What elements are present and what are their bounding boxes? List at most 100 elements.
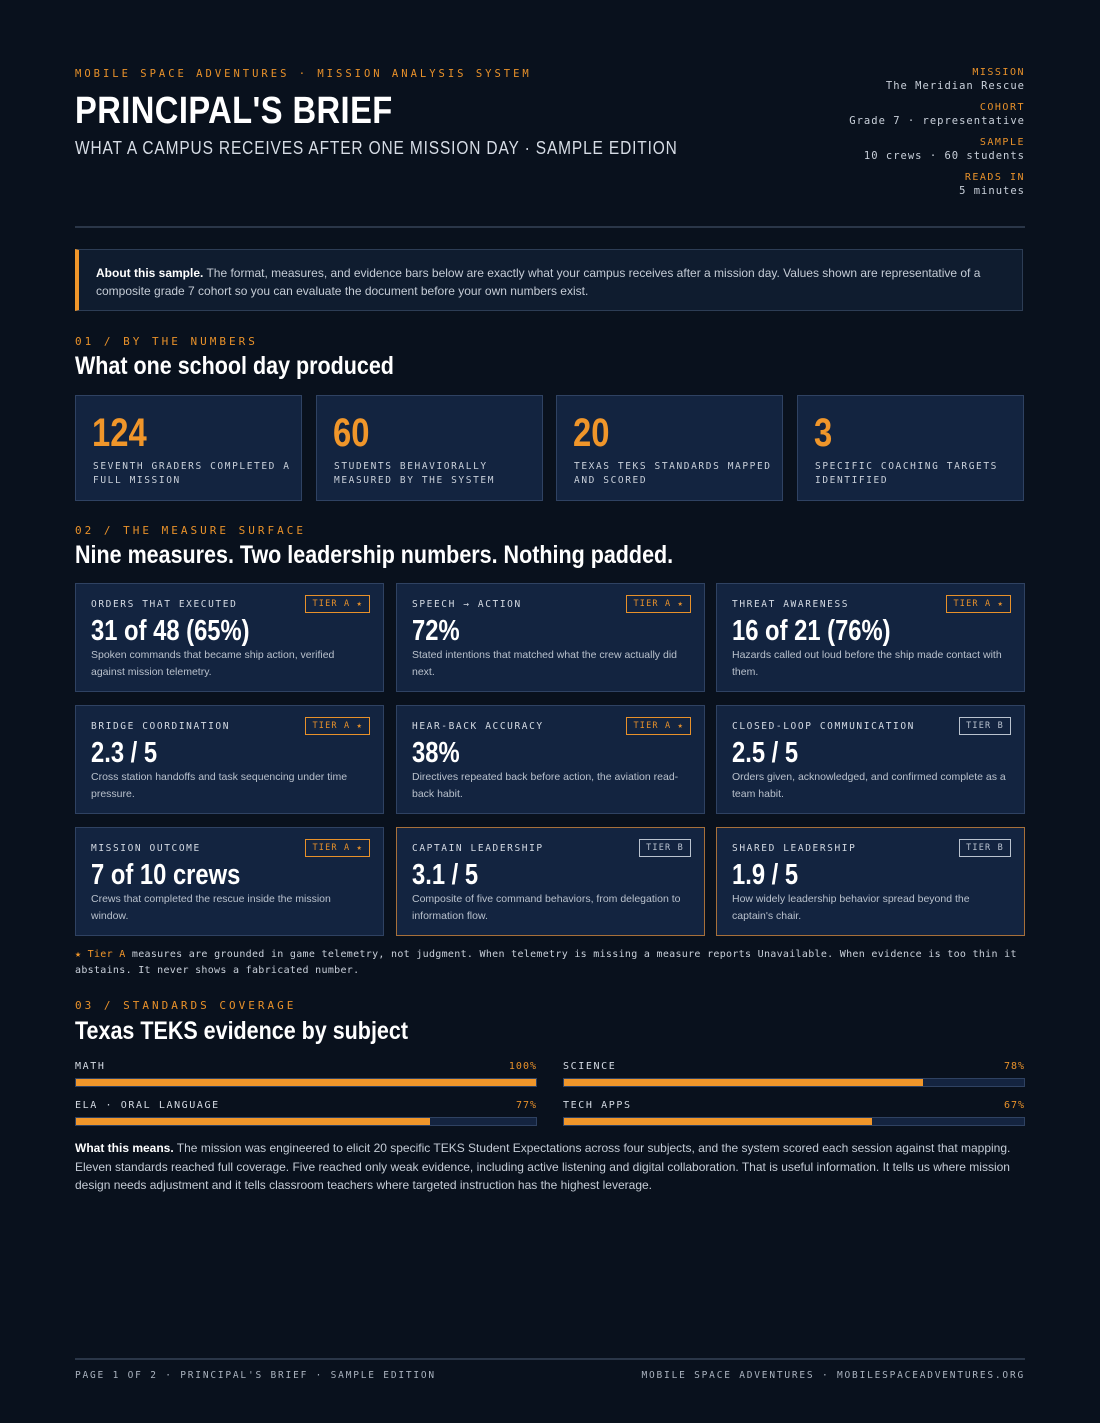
measure-label: SHARED LEADERSHIP: [732, 843, 857, 854]
bar-track: [563, 1117, 1025, 1126]
section1-title: What one school day produced: [75, 352, 394, 380]
measure-card-shared-leadership: SHARED LEADERSHIP TIER B 1.9 / 5 How wid…: [716, 827, 1025, 936]
means-text: The mission was engineered to elicit 20 …: [75, 1141, 1011, 1192]
measure-description: Stated intentions that matched what the …: [412, 649, 677, 678]
tier-badge: TIER B: [959, 839, 1011, 857]
bar-percent: 100%: [508, 1061, 537, 1072]
measure-value: 72%: [412, 615, 460, 647]
measure-label: CLOSED-LOOP COMMUNICATION: [732, 721, 915, 732]
measure-description: Orders given, acknowledged, and confirme…: [732, 771, 1006, 800]
tier-badge: TIER B: [959, 717, 1011, 735]
tier-footnote: ★ Tier A measures are grounded in game t…: [75, 947, 1025, 978]
section1-kicker: 01 / BY THE NUMBERS: [75, 335, 258, 348]
measure-description: Composite of five command behaviors, fro…: [412, 893, 681, 922]
header-divider: [75, 226, 1025, 228]
bar-percent: 77%: [515, 1100, 537, 1111]
bar-label: SCIENCE: [563, 1061, 617, 1072]
section3-kicker: 03 / STANDARDS COVERAGE: [75, 999, 297, 1012]
tier-badge: TIER A ★: [946, 595, 1011, 613]
about-text: The format, measures, and evidence bars …: [96, 266, 981, 298]
measure-description: How widely leadership behavior spread be…: [732, 893, 970, 922]
what-this-means: What this means. The mission was enginee…: [75, 1139, 1025, 1195]
meta-mission-label: MISSION: [972, 67, 1025, 78]
measure-card-speech-action: SPEECH → ACTION TIER A ★ 72% Stated inte…: [396, 583, 705, 692]
bar-fill: [76, 1118, 431, 1125]
stat-label: STUDENTS BEHAVIORALLY MEASURED BY THE SY…: [334, 461, 496, 486]
stat-card: 60 STUDENTS BEHAVIORALLY MEASURED BY THE…: [316, 395, 543, 501]
bar-percent: 78%: [1003, 1061, 1025, 1072]
measure-value: 2.3 / 5: [91, 737, 158, 769]
footer-left: PAGE 1 OF 2 · PRINCIPAL'S BRIEF · SAMPLE…: [75, 1370, 436, 1381]
bar-fill: [76, 1079, 536, 1086]
bar-track: [563, 1078, 1025, 1087]
about-callout: About this sample. The format, measures,…: [75, 249, 1023, 311]
measure-card-threat-awareness: THREAT AWARENESS TIER A ★ 16 of 21 (76%)…: [716, 583, 1025, 692]
stat-value: 20: [573, 411, 610, 455]
stat-card: 124 SEVENTH GRADERS COMPLETED A FULL MIS…: [75, 395, 302, 501]
stat-value: 124: [92, 411, 147, 455]
meta-reads-value: 5 minutes: [959, 185, 1025, 197]
stat-label: TEXAS TEKS STANDARDS MAPPED AND SCORED: [574, 461, 772, 486]
measure-label: MISSION OUTCOME: [91, 843, 201, 854]
stat-value: 60: [333, 411, 370, 455]
means-lead: What this means.: [75, 1141, 174, 1155]
measure-label: HEAR-BACK ACCURACY: [412, 721, 544, 732]
meta-mission-value: The Meridian Rescue: [885, 80, 1025, 92]
measure-label: BRIDGE COORDINATION: [91, 721, 231, 732]
footnote-lead: ★ Tier A: [75, 949, 126, 960]
bar-fill: [564, 1118, 873, 1125]
measure-card-mission-outcome: MISSION OUTCOME TIER A ★ 7 of 10 crews C…: [75, 827, 384, 936]
measure-card-hear-back: HEAR-BACK ACCURACY TIER A ★ 38% Directiv…: [396, 705, 705, 814]
measure-value: 1.9 / 5: [732, 859, 799, 891]
bar-label: TECH APPS: [563, 1100, 632, 1111]
principals-brief-page: MOBILE SPACE ADVENTURES · MISSION ANALYS…: [75, 0, 1025, 1423]
header-kicker: MOBILE SPACE ADVENTURES · MISSION ANALYS…: [75, 68, 532, 80]
meta-cohort-value: Grade 7 · representative: [849, 115, 1025, 127]
stat-label: SEVENTH GRADERS COMPLETED A FULL MISSION: [93, 461, 291, 486]
bar-label: ELA · ORAL LANGUAGE: [75, 1100, 220, 1111]
page-title: PRINCIPAL'S BRIEF: [75, 90, 393, 132]
footer-right: MOBILE SPACE ADVENTURES · MOBILESPACEADV…: [641, 1370, 1025, 1381]
footnote-text: measures are grounded in game telemetry,…: [75, 949, 1017, 976]
bar-track: [75, 1117, 537, 1126]
measure-label: SPEECH → ACTION: [412, 599, 522, 610]
measure-label: THREAT AWARENESS: [732, 599, 850, 610]
meta-sample-value: 10 crews · 60 students: [863, 150, 1025, 162]
tier-badge: TIER A ★: [626, 595, 691, 613]
measure-card-closed-loop: CLOSED-LOOP COMMUNICATION TIER B 2.5 / 5…: [716, 705, 1025, 814]
measure-description: Directives repeated back before action, …: [412, 771, 679, 800]
measure-value: 7 of 10 crews: [91, 859, 241, 891]
about-lead: About this sample.: [96, 266, 204, 280]
stat-value: 3: [814, 411, 833, 455]
measure-value: 3.1 / 5: [412, 859, 479, 891]
section2-title: Nine measures. Two leadership numbers. N…: [75, 541, 674, 569]
meta-block: MISSION The Meridian Rescue COHORT Grade…: [849, 66, 1025, 198]
measure-description: Hazards called out loud before the ship …: [732, 649, 1002, 678]
measure-label: CAPTAIN LEADERSHIP: [412, 843, 544, 854]
stat-label: SPECIFIC COACHING TARGETS IDENTIFIED: [815, 461, 998, 486]
section3-title: Texas TEKS evidence by subject: [75, 1017, 408, 1045]
measure-card-captain-leadership: CAPTAIN LEADERSHIP TIER B 3.1 / 5 Compos…: [396, 827, 705, 936]
measure-value: 31 of 48 (65%): [91, 615, 250, 647]
measure-description: Cross station handoffs and task sequenci…: [91, 771, 348, 800]
measure-card-orders-executed: ORDERS THAT EXECUTED TIER A ★ 31 of 48 (…: [75, 583, 384, 692]
tier-badge: TIER A ★: [305, 595, 370, 613]
measure-description: Crews that completed the rescue inside t…: [91, 893, 331, 922]
bar-track: [75, 1078, 537, 1087]
bar-fill: [564, 1079, 923, 1086]
bar-label: MATH: [75, 1061, 106, 1072]
measure-card-bridge-coordination: BRIDGE COORDINATION TIER A ★ 2.3 / 5 Cro…: [75, 705, 384, 814]
stat-card: 20 TEXAS TEKS STANDARDS MAPPED AND SCORE…: [556, 395, 783, 501]
page-subtitle: WHAT A CAMPUS RECEIVES AFTER ONE MISSION…: [75, 138, 678, 158]
meta-sample-label: SAMPLE: [979, 137, 1025, 148]
tier-badge: TIER A ★: [305, 839, 370, 857]
stat-card: 3 SPECIFIC COACHING TARGETS IDENTIFIED: [797, 395, 1024, 501]
tier-badge: TIER B: [639, 839, 691, 857]
bar-percent: 67%: [1003, 1100, 1025, 1111]
measure-value: 38%: [412, 737, 460, 769]
tier-badge: TIER A ★: [626, 717, 691, 735]
measure-value: 2.5 / 5: [732, 737, 799, 769]
measure-description: Spoken commands that became ship action,…: [91, 649, 335, 678]
meta-cohort-label: COHORT: [979, 102, 1025, 113]
section2-kicker: 02 / THE MEASURE SURFACE: [75, 524, 306, 537]
